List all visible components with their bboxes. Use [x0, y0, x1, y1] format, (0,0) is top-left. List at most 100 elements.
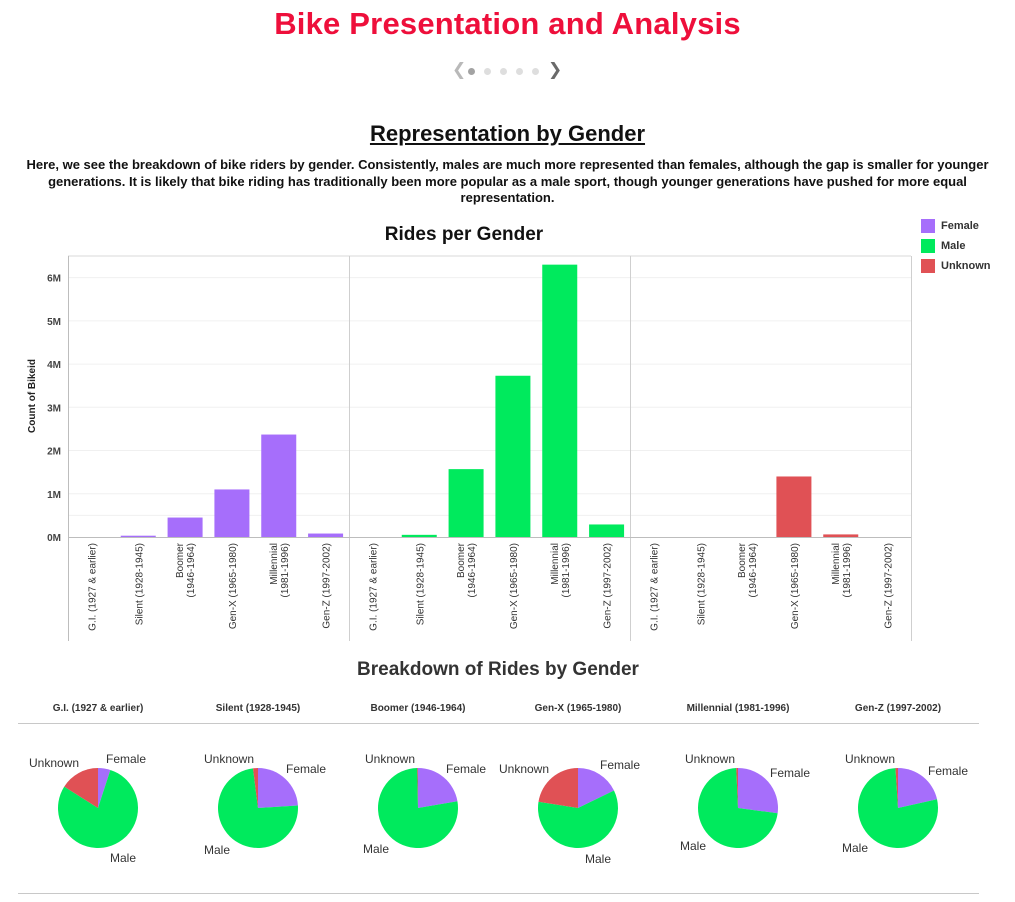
x-tick-label: Gen-X (1965-1980) — [509, 543, 520, 629]
pie-label: Unknown — [29, 756, 79, 770]
x-tick-label: G.I. (1927 & earlier) — [649, 543, 660, 631]
legend-label: Male — [941, 240, 966, 252]
x-tick-label: (1981-1996) — [280, 543, 291, 597]
bar-unknown — [823, 534, 859, 537]
x-tick-label: Millennial(1981-1996) — [550, 543, 572, 597]
pie-category-header: Gen-Z (1997-2002) — [855, 703, 941, 714]
x-tick-label: Gen-X (1965-1980) — [228, 543, 239, 629]
slide-dot[interactable] — [484, 68, 491, 75]
x-tick-label: Millennial(1981-1996) — [269, 543, 291, 597]
x-tick-label: (1946-1964) — [748, 543, 759, 597]
slide-dot[interactable] — [500, 68, 507, 75]
pie-slice-unknown — [895, 768, 898, 808]
legend-swatch — [921, 219, 935, 233]
x-tick-label: Silent (1928-1945) — [415, 543, 426, 625]
pie-slice-male — [537, 790, 618, 848]
pie-slice-male — [378, 768, 459, 849]
bar-male — [448, 469, 484, 537]
y-tick-label: 3M — [47, 403, 61, 414]
y-tick-label: 5M — [47, 317, 61, 328]
bar-female — [261, 434, 297, 537]
slide-navigation: ❮ ❯ — [452, 60, 563, 80]
bar-male — [495, 375, 531, 537]
pie-label: Male — [585, 852, 611, 866]
x-tick-label: Gen-Z (1997-2002) — [884, 543, 895, 629]
pie-slice-unknown — [538, 768, 578, 808]
pie-label: Male — [363, 842, 389, 856]
pie-slice-unknown — [417, 768, 418, 808]
x-tick-label: (1981-1996) — [561, 543, 572, 597]
bar-male — [589, 524, 625, 537]
pie-label: Unknown — [685, 752, 735, 766]
x-tick-label: Boomer(1946-1964) — [737, 542, 759, 597]
x-tick-label: Boomer — [737, 542, 748, 578]
pie-slice-male — [697, 768, 778, 849]
pie-category-header: Boomer (1946-1964) — [370, 703, 465, 714]
chevron-right-icon[interactable]: ❯ — [548, 60, 563, 79]
pie-slice-female — [898, 768, 938, 808]
pie-category-header: G.I. (1927 & earlier) — [53, 703, 144, 714]
x-tick-label: Gen-Z (1997-2002) — [603, 543, 614, 629]
pie-label: Male — [110, 851, 136, 865]
y-tick-label: 0M — [47, 533, 61, 544]
chevron-left-icon[interactable]: ❮ — [452, 60, 467, 79]
pie-slice-female — [258, 768, 298, 808]
pie-slice-unknown — [64, 768, 98, 808]
x-tick-label: Millennial — [831, 543, 842, 585]
legend-label: Unknown — [941, 260, 991, 272]
y-tick-label: 6M — [47, 274, 61, 285]
x-tick-label: Millennial — [269, 543, 280, 585]
x-tick-label: G.I. (1927 & earlier) — [368, 543, 379, 631]
x-tick-label: Boomer(1946-1964) — [456, 542, 478, 597]
x-tick-label: Gen-Z (1997-2002) — [603, 543, 614, 629]
pie-slice-male — [858, 768, 939, 849]
x-tick-label: Silent (1928-1945) — [134, 543, 145, 625]
rides-per-gender-chart: Rides per Gender Count of Bikeid 0M 1M 2M 3M 4… — [27, 224, 912, 641]
y-tick-label: 4M — [47, 360, 61, 371]
pie-label: Unknown — [499, 762, 549, 776]
pie-label: Female — [928, 764, 968, 778]
x-tick-label: Silent (1928-1945) — [696, 543, 707, 625]
bar-male — [542, 264, 578, 537]
x-tick-label: G.I. (1927 & earlier) — [87, 543, 98, 631]
pie-slice-female — [418, 767, 458, 808]
pie-label: Female — [770, 766, 810, 780]
pie-label: Female — [446, 762, 486, 776]
pie-slice-female — [98, 768, 111, 808]
x-tick-label: Silent (1928-1945) — [134, 543, 145, 625]
bar-female — [120, 535, 156, 537]
x-tick-label: Gen-Z (1997-2002) — [322, 543, 333, 629]
slide-dot[interactable] — [516, 68, 523, 75]
section-heading: Representation by Gender — [369, 121, 646, 146]
pie-label: Unknown — [365, 752, 415, 766]
pie-slice-female — [578, 768, 614, 808]
bar-female — [214, 489, 250, 537]
pie-label: Male — [204, 843, 230, 857]
pie-slice-unknown — [252, 768, 258, 808]
pie-label: Male — [842, 841, 868, 855]
pie-label: Female — [106, 752, 146, 766]
bar-female — [167, 517, 203, 537]
x-tick-label: Boomer — [175, 542, 186, 578]
slide-dot[interactable] — [532, 68, 539, 75]
slide-dot[interactable] — [468, 68, 475, 75]
y-tick-label: 1M — [47, 490, 61, 501]
pie-label: Unknown — [204, 752, 254, 766]
bar-unknown — [776, 476, 812, 537]
pie-label: Female — [600, 758, 640, 772]
x-tick-label: G.I. (1927 & earlier) — [649, 543, 660, 631]
bar-male — [401, 534, 437, 537]
y-tick-label: 2M — [47, 447, 61, 458]
x-tick-label: Boomer(1946-1964) — [175, 542, 197, 597]
x-tick-label: Gen-X (1965-1980) — [509, 543, 520, 629]
x-tick-label: Gen-X (1965-1980) — [790, 543, 801, 629]
y-axis-label: Count of Bikeid — [27, 359, 38, 433]
x-tick-label: Silent (1928-1945) — [696, 543, 707, 625]
pie-category-header: Gen-X (1965-1980) — [535, 703, 622, 714]
x-tick-label: G.I. (1927 & earlier) — [368, 543, 379, 631]
pie-label: Female — [286, 762, 326, 776]
legend-swatch — [921, 239, 935, 253]
pie-label: Unknown — [845, 752, 895, 766]
pie-category-header: Millennial (1981-1996) — [687, 703, 790, 714]
x-tick-label: (1946-1964) — [467, 543, 478, 597]
